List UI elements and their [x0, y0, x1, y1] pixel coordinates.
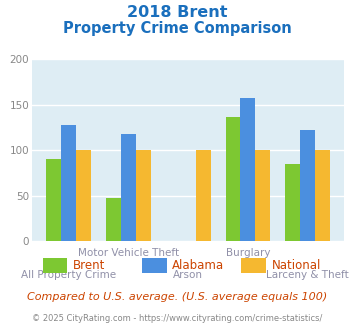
- Bar: [225, 116, 240, 241]
- Bar: [121, 134, 136, 241]
- Text: 2018 Brent: 2018 Brent: [127, 5, 228, 20]
- Text: All Property Crime: All Property Crime: [21, 270, 116, 280]
- Bar: [300, 130, 315, 241]
- Bar: [136, 150, 151, 241]
- Text: Burglary: Burglary: [226, 248, 270, 258]
- Text: Compared to U.S. average. (U.S. average equals 100): Compared to U.S. average. (U.S. average …: [27, 292, 328, 302]
- Text: Alabama: Alabama: [172, 259, 224, 272]
- Bar: [106, 198, 121, 241]
- Bar: [76, 150, 91, 241]
- Bar: [61, 125, 76, 241]
- Text: © 2025 CityRating.com - https://www.cityrating.com/crime-statistics/: © 2025 CityRating.com - https://www.city…: [32, 314, 323, 323]
- Bar: [196, 150, 211, 241]
- Text: National: National: [272, 259, 321, 272]
- Text: Property Crime Comparison: Property Crime Comparison: [63, 21, 292, 36]
- Text: Brent: Brent: [73, 259, 105, 272]
- Text: Arson: Arson: [173, 270, 203, 280]
- Bar: [315, 150, 330, 241]
- Bar: [240, 98, 255, 241]
- Text: Larceny & Theft: Larceny & Theft: [266, 270, 349, 280]
- Bar: [255, 150, 271, 241]
- Bar: [46, 159, 61, 241]
- Bar: [285, 164, 300, 241]
- Text: Motor Vehicle Theft: Motor Vehicle Theft: [78, 248, 179, 258]
